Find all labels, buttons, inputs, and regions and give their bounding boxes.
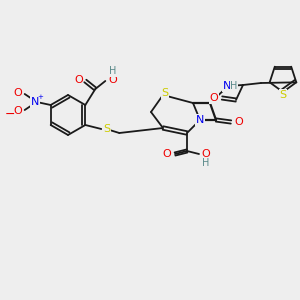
Text: O: O xyxy=(13,88,22,98)
Text: S: S xyxy=(279,90,286,100)
Text: O: O xyxy=(210,93,218,103)
Text: H: H xyxy=(230,81,238,91)
Text: O: O xyxy=(235,117,243,127)
Text: +: + xyxy=(38,94,43,100)
Text: O: O xyxy=(202,149,210,159)
Text: H: H xyxy=(109,66,116,76)
Text: N: N xyxy=(31,97,39,107)
Text: N: N xyxy=(196,115,204,125)
Text: S: S xyxy=(161,88,169,98)
Text: O: O xyxy=(13,106,22,116)
Text: O: O xyxy=(163,149,171,159)
Text: O: O xyxy=(74,75,83,85)
Text: N: N xyxy=(223,81,231,91)
Text: S: S xyxy=(103,124,110,134)
Text: −: − xyxy=(4,107,15,121)
Text: O: O xyxy=(108,75,117,85)
Text: H: H xyxy=(202,158,210,168)
